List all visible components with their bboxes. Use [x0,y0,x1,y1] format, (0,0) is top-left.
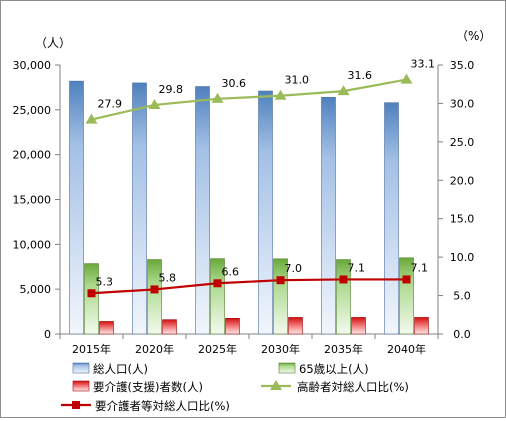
line-1-point [85,113,98,124]
right-axis-tick-label: 20.0 [450,174,475,187]
bar-1 [69,80,84,335]
bar-series [69,80,429,335]
line-1-point [337,85,350,96]
bar-2 [210,258,225,335]
line-2 [91,278,407,295]
data-label: 33.1 [411,58,436,71]
right-axis-unit: （%） [456,29,491,43]
legend-label-2: 65歳以上(人) [299,362,369,376]
bar-3 [225,318,240,335]
bar-3 [414,317,429,335]
bar-1 [195,86,210,335]
line-series: 27.9 29.8 30.6 31.0 31.6 33.1 5.3 5.8 6.6 7.0 7.1 7… [85,58,436,298]
line-1 [91,78,407,121]
line-2-point [402,275,411,284]
data-label: 29.8 [159,83,184,96]
legend-marker-5 [72,401,80,409]
right-axis-tick-label: 10.0 [450,251,475,264]
line-2-point [150,285,159,294]
left-axis-tick-label: 30,000 [13,59,52,72]
legend-label-3: 要介護(支援)者数(人) [93,380,203,394]
line-2-point [276,276,285,285]
bar-1 [258,90,273,335]
legend-label-1: 総人口(人) [93,362,148,376]
bar-1 [384,102,399,335]
data-label: 31.0 [285,74,310,87]
line-2-point [213,279,222,288]
legend-swatch-2 [278,362,296,374]
data-label: 31.6 [348,69,373,82]
data-label: 6.6 [222,265,240,278]
right-axis-tick-label: 25.0 [450,136,475,149]
left-axis-tick-label: 20,000 [13,149,52,162]
x-axis-label: 2015年 [72,342,111,356]
data-label: 7.1 [411,261,429,274]
bar-2 [147,259,162,335]
line-1-point [400,73,413,84]
legend-swatch-1 [72,362,90,374]
x-axis-labels: 2015年 2020年 2025年 2030年 2035年 2040年 [59,334,439,356]
right-axis-tick-label: 15.0 [450,213,475,226]
line-2-point [339,275,348,284]
line-2-point [87,289,96,298]
bar-3 [162,319,177,335]
line-1-point [148,98,161,109]
x-axis-label: 2020年 [135,342,174,356]
data-label: 5.3 [96,275,114,288]
left-axis: 0 5,000 10,000 15,000 20,000 25,000 30,000 [13,59,60,341]
left-axis-tick-label: 25,000 [13,104,52,117]
data-label: 7.0 [285,262,303,275]
legend-swatch-3 [72,380,90,392]
bar-2 [84,263,99,335]
bar-3 [288,317,303,335]
right-axis: 0.0 5.0 10.0 15.0 20.0 25.0 30.0 35.0 [438,59,474,341]
right-axis-tick-label: 0.0 [453,328,471,341]
left-axis-tick-label: 15,000 [13,194,52,207]
data-label: 7.1 [348,261,366,274]
left-axis-tick-label: 5,000 [20,283,52,296]
bar-1 [321,96,336,335]
legend: 総人口(人) 65歳以上(人) 要介護(支援)者数(人) 高齢者対総人口比(%) 要介護… [61,362,409,413]
bar-1 [132,82,147,335]
line-1-point [211,92,224,103]
legend-label-5: 要介護者等対総人口比(%) [95,399,230,413]
x-axis-label: 2025年 [198,342,237,356]
line-1-point [274,89,287,100]
right-axis-tick-label: 35.0 [450,59,475,72]
data-label: 30.6 [222,77,247,90]
left-axis-tick-label: 0 [44,328,51,341]
right-axis-tick-label: 30.0 [450,97,475,110]
x-axis-label: 2040年 [387,342,426,356]
data-label: 27.9 [98,98,123,111]
data-label: 5.8 [159,271,177,284]
right-axis-tick-label: 5.0 [453,290,471,303]
x-axis-label: 2035年 [324,342,363,356]
left-axis-tick-label: 10,000 [13,238,52,251]
x-axis-label: 2030年 [261,342,300,356]
bar-3 [351,317,366,335]
legend-marker-4 [270,380,282,390]
legend-label-4: 高齢者対総人口比(%) [297,380,409,394]
left-axis-unit: （人） [35,36,71,50]
bar-3 [99,321,114,335]
